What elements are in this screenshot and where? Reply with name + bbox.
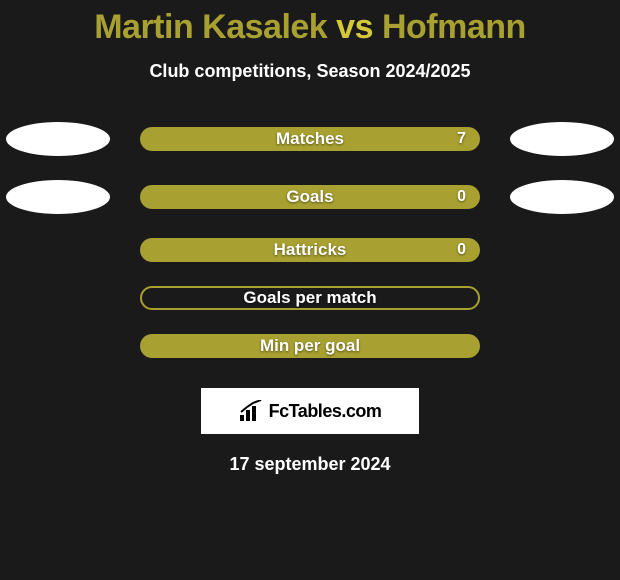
brand-logo-box[interactable]: FcTables.com xyxy=(201,388,419,434)
comparison-widget: Martin Kasalek vs Hofmann Club competiti… xyxy=(0,0,620,580)
stat-row-mpg: Min per goal xyxy=(0,334,620,358)
stat-bar-matches: Matches 7 xyxy=(140,127,480,151)
stat-value: 0 xyxy=(457,188,466,206)
stat-row-matches: Matches 7 xyxy=(0,122,620,156)
stat-value: 7 xyxy=(457,130,466,148)
right-bubble xyxy=(510,122,614,156)
stat-row-goals: Goals 0 xyxy=(0,180,620,214)
player1-name: Martin Kasalek xyxy=(94,8,327,46)
stat-row-hattricks: Hattricks 0 xyxy=(0,238,620,262)
brand-chart-icon xyxy=(239,400,263,422)
left-bubble xyxy=(6,122,110,156)
subtitle: Club competitions, Season 2024/2025 xyxy=(0,61,620,82)
title: Martin Kasalek vs Hofmann xyxy=(0,8,620,47)
date-text: 17 september 2024 xyxy=(0,454,620,475)
stat-label: Hattricks xyxy=(274,240,347,260)
right-bubble xyxy=(510,180,614,214)
stat-bar-goals: Goals 0 xyxy=(140,185,480,209)
stat-bar-hattricks: Hattricks 0 xyxy=(140,238,480,262)
stat-label: Min per goal xyxy=(260,336,360,356)
stat-row-gpm: Goals per match xyxy=(0,286,620,310)
brand-text: FcTables.com xyxy=(269,401,382,422)
stat-bar-gpm: Goals per match xyxy=(140,286,480,310)
stat-label: Matches xyxy=(276,129,344,149)
stat-label: Goals per match xyxy=(243,288,376,308)
left-bubble xyxy=(6,180,110,214)
stat-bar-mpg: Min per goal xyxy=(140,334,480,358)
title-connector: vs xyxy=(336,8,373,46)
player2-name: Hofmann xyxy=(382,8,526,46)
stat-label: Goals xyxy=(286,187,333,207)
stat-value: 0 xyxy=(457,241,466,259)
stats-list: Matches 7 Goals 0 Hattricks 0 Goals xyxy=(0,122,620,358)
